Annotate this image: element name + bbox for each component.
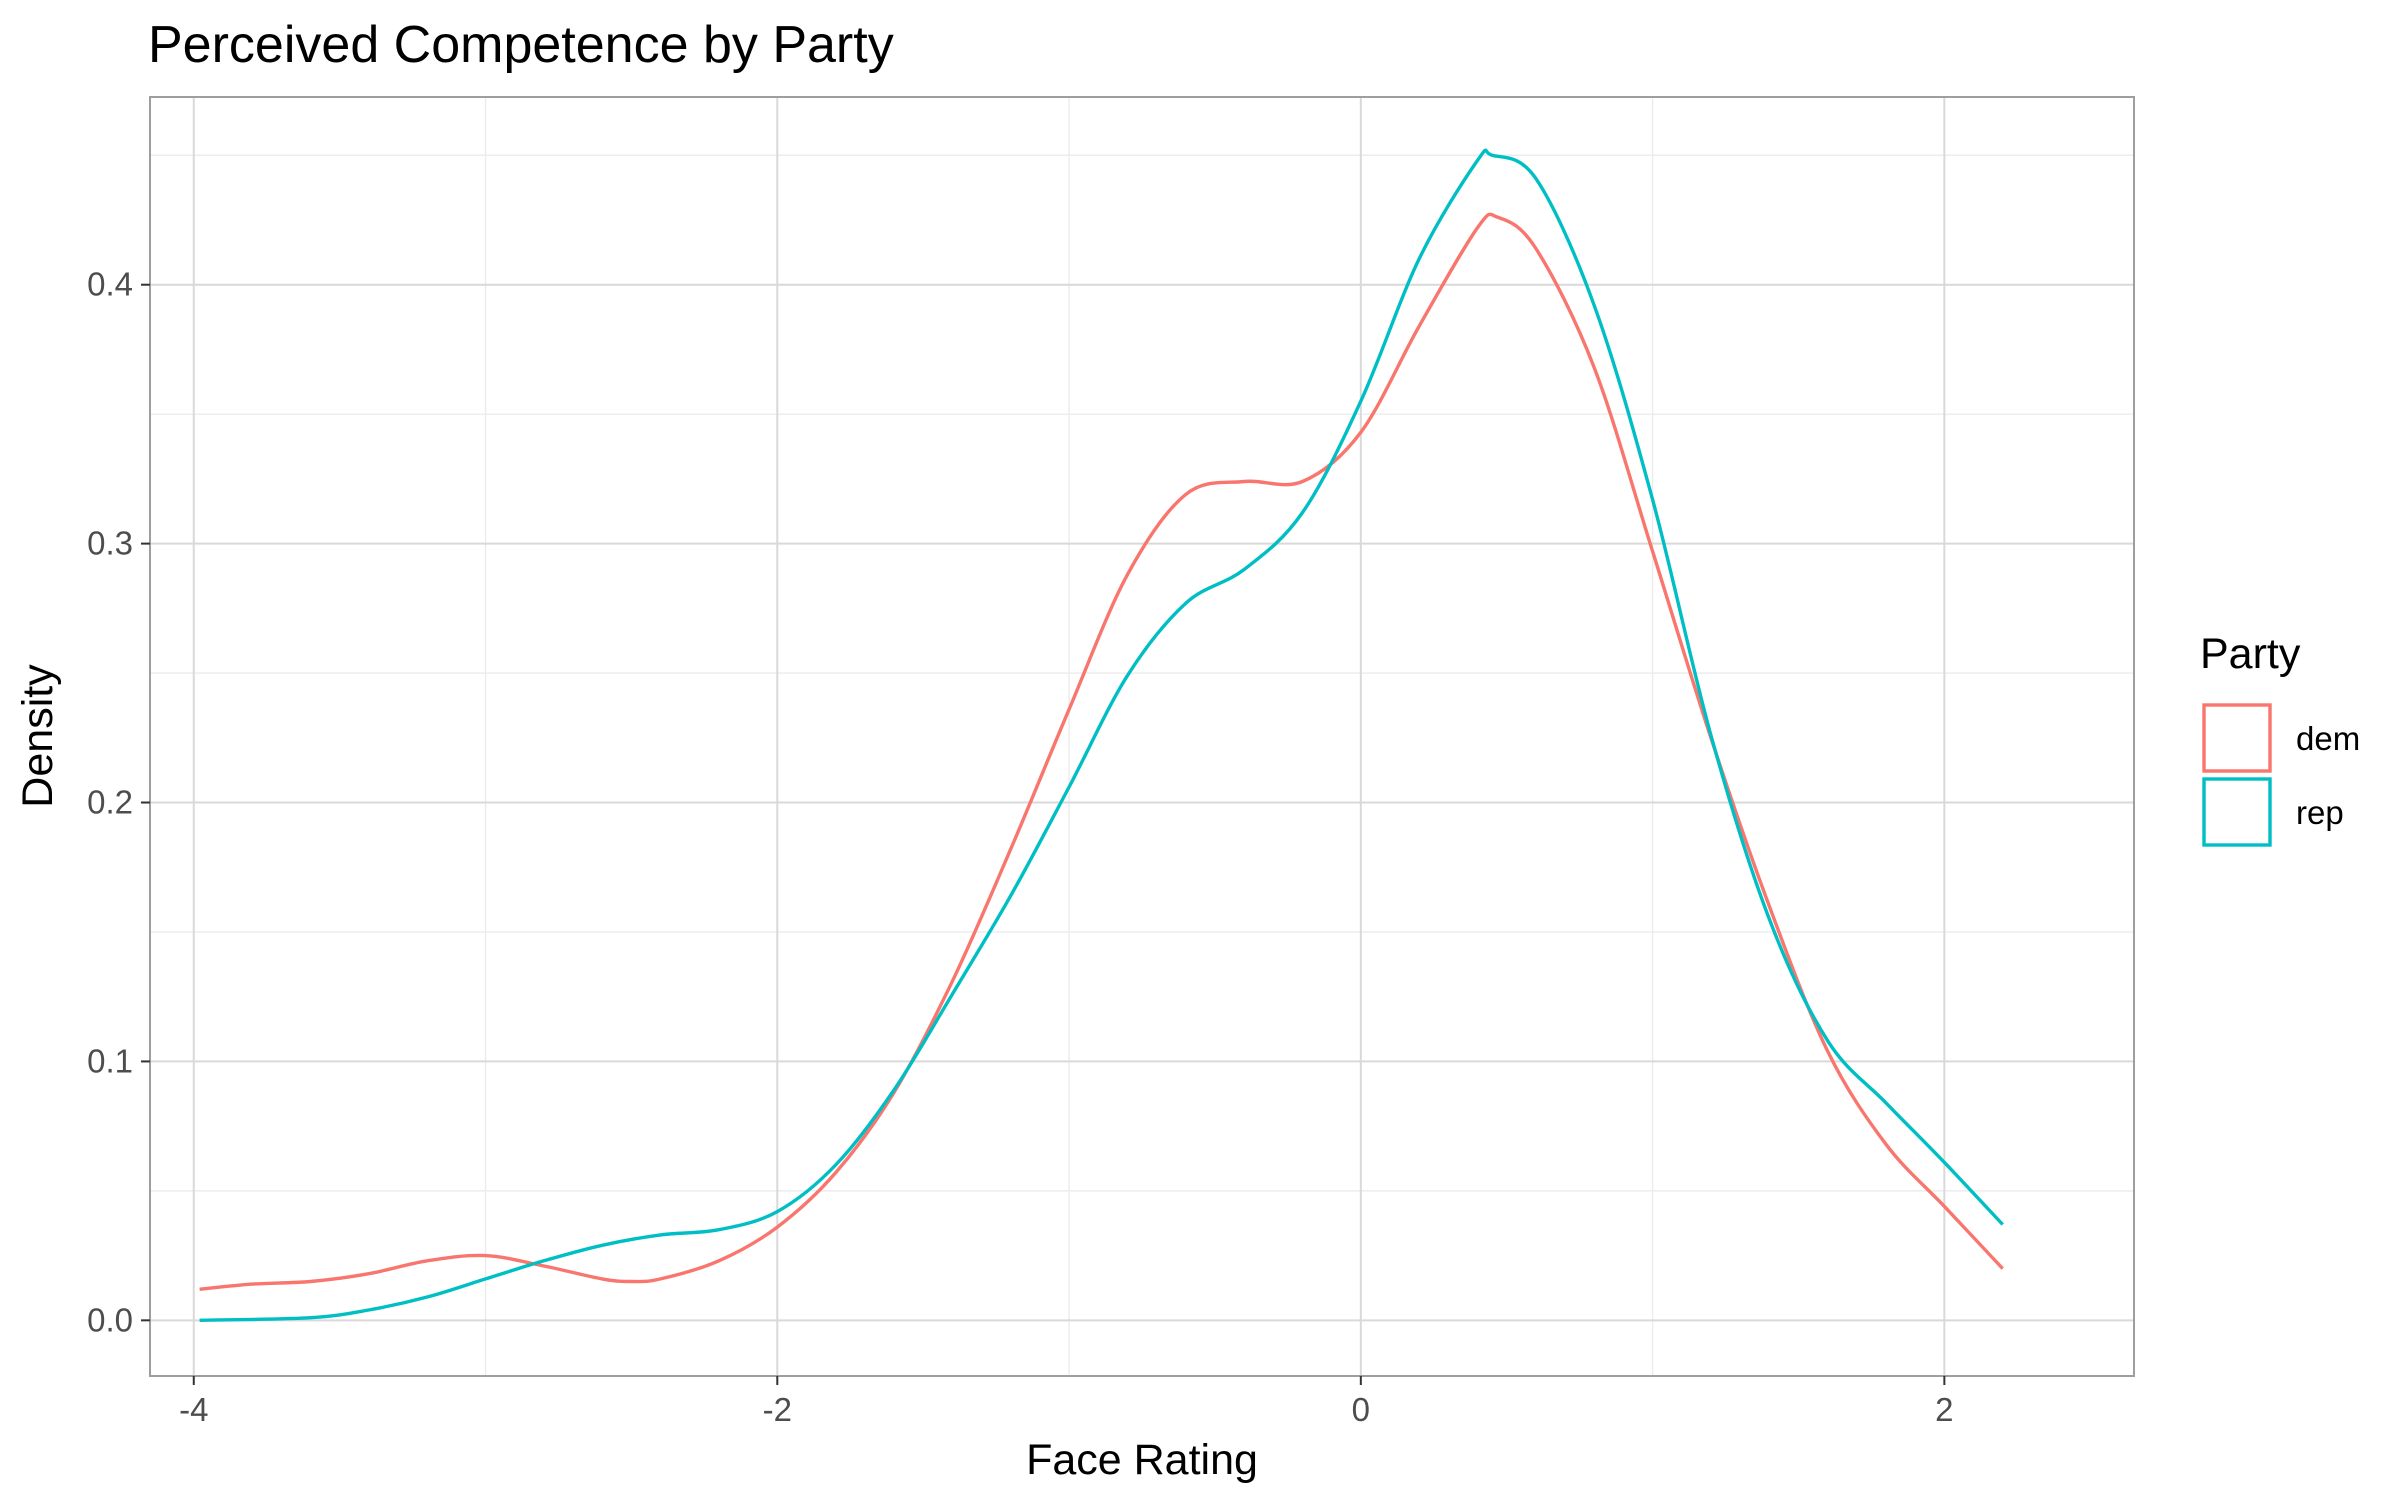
x-tick-label: -2 bbox=[763, 1391, 792, 1428]
y-tick-label: 0.1 bbox=[87, 1042, 133, 1079]
legend-title: Party bbox=[2200, 630, 2301, 678]
x-tick-label: -4 bbox=[179, 1391, 208, 1428]
y-tick-label: 0.4 bbox=[87, 266, 133, 303]
x-axis-title: Face Rating bbox=[1026, 1436, 1258, 1484]
legend: Party dem rep bbox=[2200, 630, 2360, 847]
legend-label-dem: dem bbox=[2296, 720, 2360, 757]
panel-border bbox=[149, 96, 2135, 1377]
chart-title: Perceived Competence by Party bbox=[148, 16, 894, 74]
legend-key-dem bbox=[2202, 703, 2272, 773]
legend-key-rep bbox=[2202, 777, 2272, 847]
axes: -4 -2 0 2 0.0 0.1 0.2 0.3 0.4 bbox=[87, 266, 1953, 1428]
series-line-dem bbox=[199, 212, 2004, 1291]
x-tick-label: 0 bbox=[1352, 1391, 1370, 1428]
x-tick-label: 2 bbox=[1935, 1391, 1953, 1428]
y-tick-label: 0.0 bbox=[87, 1301, 133, 1338]
y-tick-label: 0.3 bbox=[87, 525, 133, 562]
legend-label-rep: rep bbox=[2296, 794, 2344, 831]
y-axis-title: Density bbox=[14, 664, 62, 808]
series-line-rep bbox=[199, 148, 2004, 1322]
grid-lines bbox=[150, 97, 2134, 1376]
series-lines bbox=[199, 148, 2004, 1322]
y-tick-label: 0.2 bbox=[87, 784, 133, 821]
